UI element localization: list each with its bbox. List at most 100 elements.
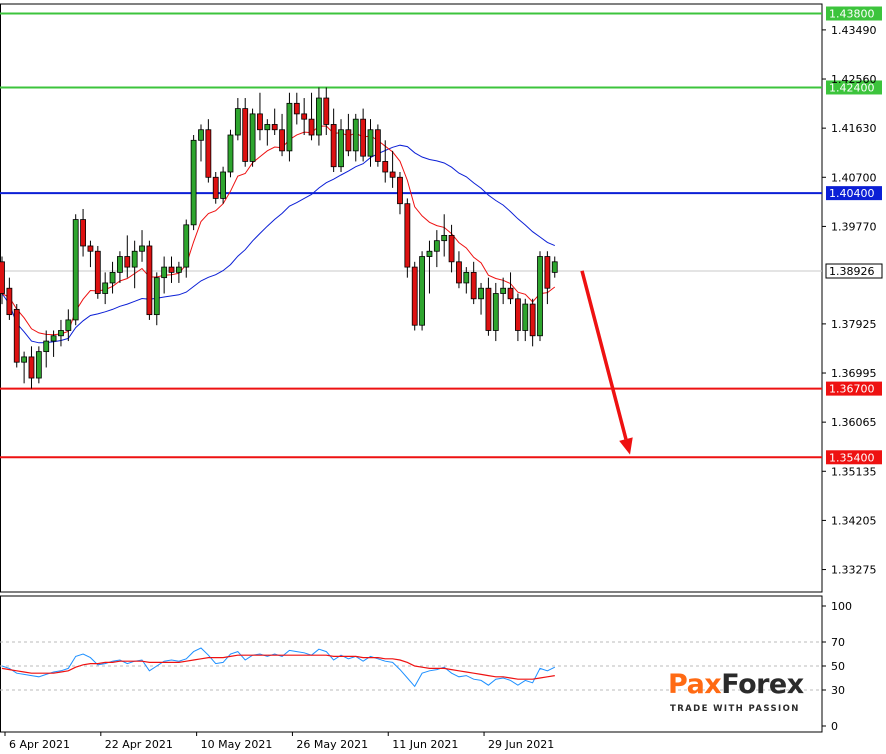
candle-body (463, 271, 470, 284)
candle (139, 230, 145, 262)
candle (87, 240, 94, 268)
price-panel-border (0, 3, 823, 593)
candle-body (470, 271, 477, 300)
paxforex-logo: PaxForex TRADE WITH PASSION (668, 668, 808, 718)
candle (522, 298, 529, 342)
candle (271, 108, 278, 136)
candle (198, 124, 204, 162)
candle (212, 172, 219, 204)
slow-moving-average (1, 144, 555, 344)
level-label-box (826, 6, 882, 21)
candle-body (544, 256, 551, 289)
candle (50, 330, 57, 357)
forecast-arrow-head (619, 437, 633, 455)
logo-wordmark: PaxForex (668, 668, 804, 702)
candle (80, 208, 86, 257)
forecast-arrow (580, 270, 633, 455)
time-tick-label: 11 Jun 2021 (392, 738, 458, 750)
candle (227, 129, 234, 178)
candle-body (131, 250, 138, 268)
candle (470, 261, 477, 305)
candle-body (404, 203, 411, 268)
candle-body (227, 134, 234, 173)
candle-body (507, 287, 514, 300)
candle (308, 92, 315, 141)
oscillator-fast-line (1, 647, 556, 688)
time-tick-label: 10 May 2021 (201, 738, 273, 750)
candle-body (43, 340, 50, 353)
candle-body (382, 161, 389, 173)
candle (323, 87, 330, 136)
candle-body (352, 118, 359, 152)
candle (360, 108, 367, 162)
logo-tagline: TRADE WITH PASSION (670, 704, 800, 714)
candle-body (117, 256, 123, 273)
candle-body (338, 129, 344, 168)
price-tick-label: 1.37925 (831, 318, 877, 331)
logo-x-mark: x (704, 669, 722, 700)
candle-body (456, 261, 462, 284)
candle-body (94, 250, 101, 294)
candle-body (72, 219, 79, 321)
candle (374, 124, 381, 167)
candle-body (515, 298, 521, 331)
time-tick-label: 22 Apr 2021 (105, 738, 173, 750)
candle-body (153, 277, 160, 316)
candle-body (35, 351, 42, 379)
oscillator-tick-label: 100 (831, 600, 852, 613)
candle-body (397, 176, 403, 205)
candles (0, 87, 558, 389)
candle-body (198, 129, 204, 141)
price-tick-label: 1.39770 (831, 220, 877, 233)
oscillator-tick-label: 70 (831, 636, 845, 649)
candle (551, 256, 558, 278)
candle-body (58, 330, 64, 337)
candle (500, 277, 507, 305)
price-tick-label: 1.36995 (831, 367, 877, 380)
candle-body (183, 224, 190, 268)
candle (345, 113, 352, 157)
candle (411, 261, 418, 331)
candle-body (190, 139, 197, 226)
candle (286, 92, 293, 162)
candle (544, 251, 551, 305)
candle (205, 119, 212, 183)
level-label: 1.40400 (829, 187, 875, 200)
candle-body (448, 234, 455, 263)
oscillator-tick-label: 0 (831, 720, 838, 733)
candle (146, 240, 153, 320)
candle-body (21, 356, 28, 363)
candle (131, 240, 138, 289)
level-label: 1.42400 (829, 81, 875, 94)
candle-body (175, 266, 182, 273)
price-tick-label: 1.41630 (831, 122, 877, 135)
fast-moving-average (1, 125, 556, 336)
level-label-box (826, 80, 882, 95)
oscillator-slow-line (1, 654, 555, 680)
candle (515, 293, 521, 342)
candle-body (249, 113, 256, 162)
time-tick-label: 29 Jun 2021 (488, 738, 554, 750)
candle-body (13, 308, 20, 363)
candle (58, 319, 64, 347)
current-price-box (825, 263, 883, 279)
candle-body (441, 234, 448, 242)
chart-frame (0, 3, 823, 733)
level-lines: 1.43800 1.42400 1.40400 1.36700 1.35400 1.389… (0, 6, 883, 465)
candle-body (323, 97, 330, 125)
candle (478, 282, 484, 315)
candle-body (161, 266, 168, 279)
candle (0, 256, 5, 305)
candle-body (146, 245, 153, 316)
candle (463, 267, 470, 294)
candle (433, 230, 440, 268)
candle (161, 256, 168, 294)
candle (367, 119, 374, 167)
candle (117, 251, 123, 283)
candle (94, 245, 101, 299)
candle (448, 224, 455, 273)
candle (13, 304, 20, 368)
candle (456, 251, 462, 289)
candle-body (50, 335, 57, 342)
